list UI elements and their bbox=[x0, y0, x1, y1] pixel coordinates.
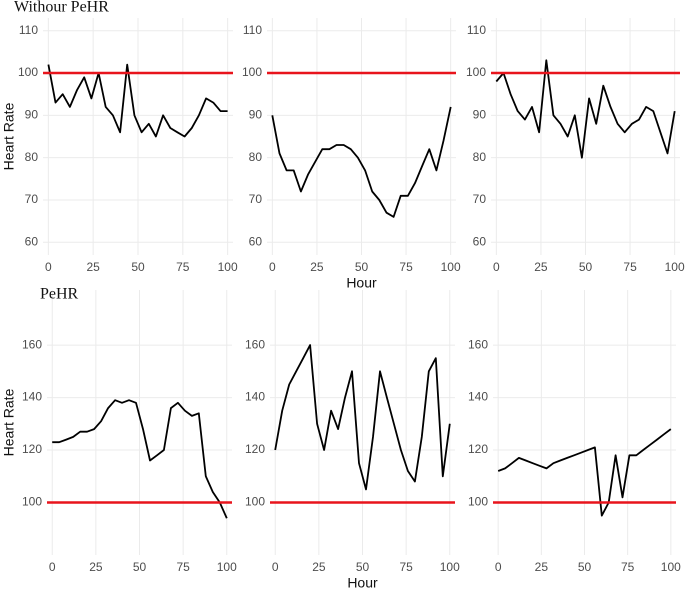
x-tick-label: 50 bbox=[355, 260, 369, 274]
x-tick-label: 100 bbox=[440, 560, 460, 574]
y-tick-label: 110 bbox=[19, 23, 38, 37]
y-tick-label: 100 bbox=[466, 65, 486, 79]
x-tick-label: 25 bbox=[312, 560, 326, 574]
x-tick-label: 0 bbox=[49, 560, 56, 574]
x-tick-label: 75 bbox=[399, 560, 413, 574]
y-tick-label: 80 bbox=[473, 150, 487, 164]
line bbox=[495, 59, 676, 159]
y-tick-label: 90 bbox=[249, 108, 263, 122]
x-tick-label: 75 bbox=[176, 260, 190, 274]
y-tick-label: 80 bbox=[25, 150, 39, 164]
y-tick-label: 120 bbox=[468, 442, 488, 456]
x-tick-label: 50 bbox=[578, 560, 592, 574]
panel-title: Withour PeHR bbox=[14, 0, 109, 16]
x-tick-label: 100 bbox=[441, 260, 461, 274]
line bbox=[274, 344, 451, 491]
x-tick-label: 50 bbox=[579, 260, 593, 274]
x-tick-label: 75 bbox=[176, 560, 190, 574]
line bbox=[271, 106, 452, 218]
x-axis-title: Hour bbox=[347, 575, 378, 591]
y-tick-label: 60 bbox=[25, 234, 39, 248]
x-tick-label: 75 bbox=[621, 560, 635, 574]
y-tick-label: 140 bbox=[22, 390, 42, 404]
y-tick-label: 90 bbox=[25, 108, 39, 122]
x-tick-label: 25 bbox=[534, 260, 548, 274]
x-tick-label: 100 bbox=[217, 560, 237, 574]
x-tick-label: 100 bbox=[665, 260, 685, 274]
x-tick-label: 25 bbox=[310, 260, 324, 274]
x-tick-label: 75 bbox=[623, 260, 637, 274]
x-tick-label: 75 bbox=[399, 260, 413, 274]
y-tick-label: 100 bbox=[242, 65, 262, 79]
y-tick-label: 70 bbox=[25, 192, 39, 206]
y-tick-label: 160 bbox=[245, 337, 265, 351]
line bbox=[497, 428, 672, 517]
x-tick-label: 25 bbox=[89, 560, 103, 574]
y-tick-label: 110 bbox=[467, 23, 486, 37]
x-tick-label: 25 bbox=[87, 260, 101, 274]
y-tick-label: 90 bbox=[473, 108, 487, 122]
y-tick-label: 110 bbox=[243, 23, 262, 37]
line bbox=[52, 399, 228, 519]
y-tick-label: 100 bbox=[22, 495, 42, 509]
x-tick-label: 50 bbox=[356, 560, 370, 574]
y-tick-label: 120 bbox=[245, 442, 265, 456]
x-tick-label: 0 bbox=[493, 260, 500, 274]
x-tick-label: 50 bbox=[131, 260, 145, 274]
y-axis-title: Heart Rate bbox=[1, 102, 17, 170]
y-tick-label: 70 bbox=[249, 192, 263, 206]
y-tick-label: 140 bbox=[468, 390, 488, 404]
y-tick-label: 140 bbox=[245, 390, 265, 404]
y-tick-label: 70 bbox=[473, 192, 487, 206]
x-tick-label: 50 bbox=[133, 560, 147, 574]
y-tick-label: 60 bbox=[473, 234, 487, 248]
x-tick-label: 0 bbox=[269, 260, 276, 274]
line bbox=[47, 63, 228, 138]
y-tick-label: 100 bbox=[468, 495, 488, 509]
x-tick-label: 0 bbox=[495, 560, 502, 574]
y-tick-label: 60 bbox=[249, 234, 263, 248]
x-tick-label: 100 bbox=[661, 560, 681, 574]
x-tick-label: 25 bbox=[535, 560, 549, 574]
y-axis-title: Heart Rate bbox=[1, 388, 17, 456]
panel-title: PeHR bbox=[40, 286, 79, 303]
x-axis-title: Hour bbox=[346, 275, 377, 291]
y-tick-label: 160 bbox=[468, 337, 488, 351]
x-tick-label: 100 bbox=[218, 260, 238, 274]
y-tick-label: 100 bbox=[18, 65, 38, 79]
x-tick-label: 0 bbox=[272, 560, 279, 574]
y-tick-label: 100 bbox=[245, 495, 265, 509]
y-tick-label: 80 bbox=[249, 150, 263, 164]
x-tick-label: 0 bbox=[45, 260, 52, 274]
y-tick-label: 160 bbox=[22, 337, 42, 351]
y-tick-label: 120 bbox=[22, 442, 42, 456]
